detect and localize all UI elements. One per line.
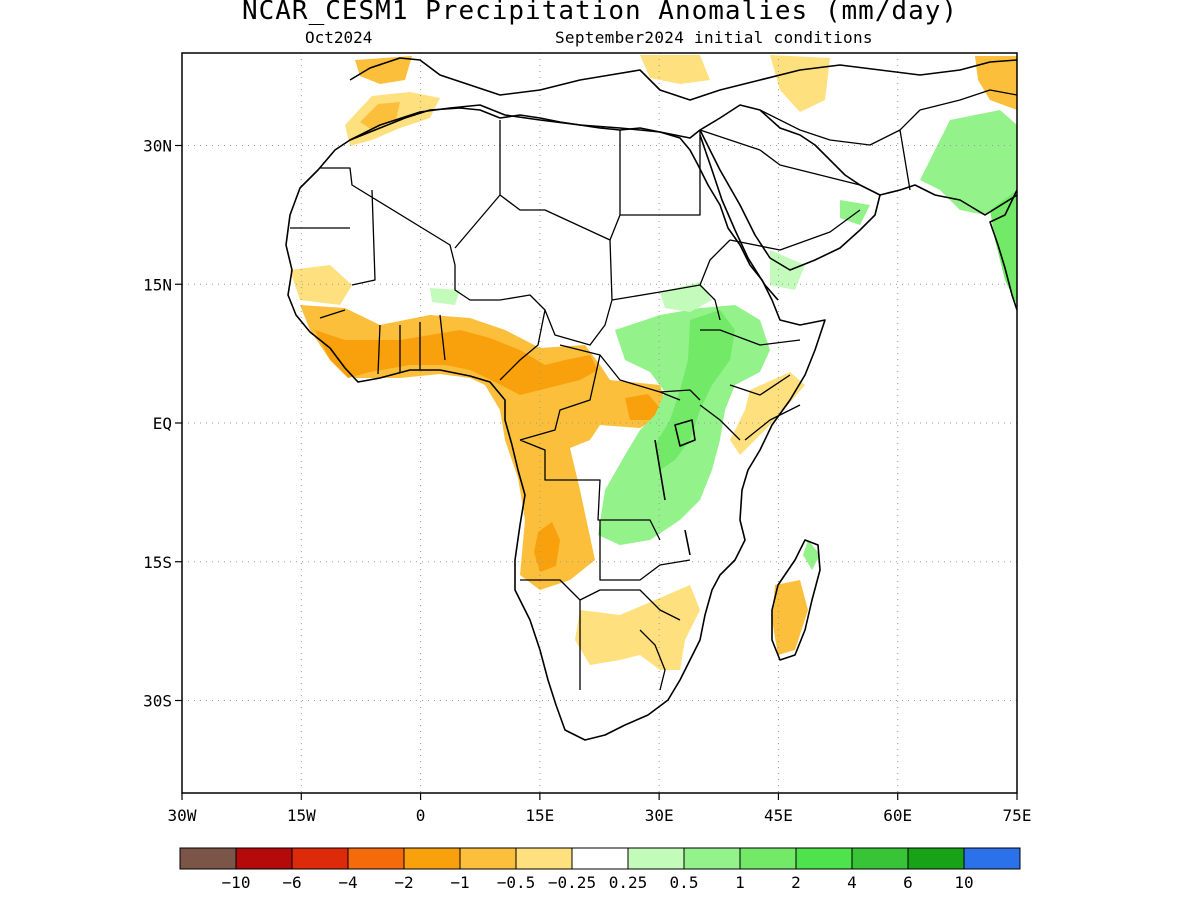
- legend-swatch: [459, 847, 517, 870]
- lon-tick-label: 0: [416, 806, 426, 825]
- legend-label: 1: [735, 873, 745, 892]
- wet-region-sudan: [660, 282, 712, 312]
- legend-swatch: [851, 847, 909, 870]
- color-legend: −10 −6 −4 −2 −1 −0.5 −0.25 0.25 0.5 1 2 4 6 10: [179, 847, 1021, 892]
- lake-malawi: [684, 529, 691, 556]
- legend-swatch: [571, 847, 629, 870]
- forecast-month: Oct2024: [305, 28, 373, 47]
- legend-swatch: [515, 847, 573, 870]
- lon-tick-label: 60E: [883, 806, 912, 825]
- legend-label: 10: [954, 873, 973, 892]
- legend-swatch: [683, 847, 741, 870]
- lon-tick-label: 30E: [645, 806, 674, 825]
- lon-tick-label: 15E: [525, 806, 554, 825]
- arabia-coastline: [699, 104, 881, 271]
- dry-region-angola-core: [534, 522, 560, 572]
- wet-region-ethiopia-core: [655, 310, 735, 470]
- legend-swatch: [795, 847, 853, 870]
- lake-victoria: [674, 419, 696, 447]
- country-borders: [290, 89, 1017, 691]
- dry-region-somalia: [730, 372, 805, 455]
- europe-coastline: [349, 57, 1017, 101]
- coastlines-borders: [285, 57, 1017, 741]
- legend-label: −0.25: [548, 873, 596, 892]
- dry-region-turkey: [770, 55, 830, 112]
- africa-coastline: [285, 107, 826, 741]
- lon-tick-label: 45E: [764, 806, 793, 825]
- red-sea-coast: [699, 134, 779, 301]
- lon-tick-label: 30W: [168, 806, 197, 825]
- dry-region-morocco-core: [360, 102, 400, 130]
- legend-label: 2: [791, 873, 801, 892]
- dry-region-mediterranean: [640, 55, 710, 84]
- dry-region-iberia: [355, 56, 412, 84]
- dry-region-caspian: [975, 56, 1017, 110]
- legend-swatch: [235, 847, 293, 870]
- map-title: NCAR_CESM1 Precipitation Anomalies (mm/d…: [241, 0, 959, 26]
- legend-swatch: [963, 847, 1021, 870]
- axis-ticks: 30W 15W 0 15E 30E 45E 60E 75E 30N 15N EQ 15S 30S: [143, 137, 1031, 826]
- lake-tanganyika: [654, 439, 666, 501]
- initial-conditions: September2024 initial conditions: [555, 28, 873, 47]
- dry-region-senegal: [290, 265, 352, 305]
- legend-swatch: [739, 847, 797, 870]
- dry-anomaly-regions: [290, 55, 1017, 670]
- legend-swatch: [291, 847, 349, 870]
- legend-swatch: [907, 847, 965, 870]
- lon-tick-label: 75E: [1003, 806, 1032, 825]
- legend-label: −10: [222, 873, 251, 892]
- mediterranean-south-coast: [349, 104, 701, 141]
- wet-region-yemen: [770, 250, 805, 290]
- asia-coastline: [879, 184, 1017, 216]
- anomaly-shading: [290, 55, 1017, 670]
- madagascar-coastline: [771, 539, 821, 661]
- legend-label: 0.5: [670, 873, 699, 892]
- wet-region-sahel: [430, 288, 460, 305]
- wet-region-iran-pakistan: [920, 110, 1017, 215]
- legend-label: −0.5: [497, 873, 536, 892]
- dry-region-congo-core: [625, 394, 660, 420]
- legend-swatch: [347, 847, 405, 870]
- wet-anomaly-regions: [430, 110, 1017, 570]
- legend-swatch: [403, 847, 461, 870]
- legend-label: −1: [450, 873, 469, 892]
- india-coastline: [989, 189, 1017, 311]
- legend-label: 4: [847, 873, 857, 892]
- wet-region-india: [990, 190, 1017, 305]
- legend-swatch: [627, 847, 685, 870]
- legend-label: −4: [338, 873, 357, 892]
- dry-region-madagascar: [772, 580, 808, 655]
- legend-label: 6: [903, 873, 913, 892]
- legend-label: 0.25: [609, 873, 648, 892]
- lat-tick-label: 15N: [143, 275, 172, 294]
- lat-tick-label: 30N: [143, 137, 172, 156]
- legend-label: −2: [394, 873, 413, 892]
- lat-tick-label: 15S: [143, 553, 172, 572]
- wet-region-madagascar-north: [803, 540, 820, 570]
- lon-tick-label: 15W: [287, 806, 316, 825]
- dry-region-mozambique: [575, 585, 700, 670]
- lat-tick-label: EQ: [153, 414, 172, 433]
- legend-label: −6: [282, 873, 301, 892]
- lat-tick-label: 30S: [143, 692, 172, 711]
- legend-swatch: [179, 847, 237, 870]
- dry-region-gulf-of-guinea: [315, 330, 598, 395]
